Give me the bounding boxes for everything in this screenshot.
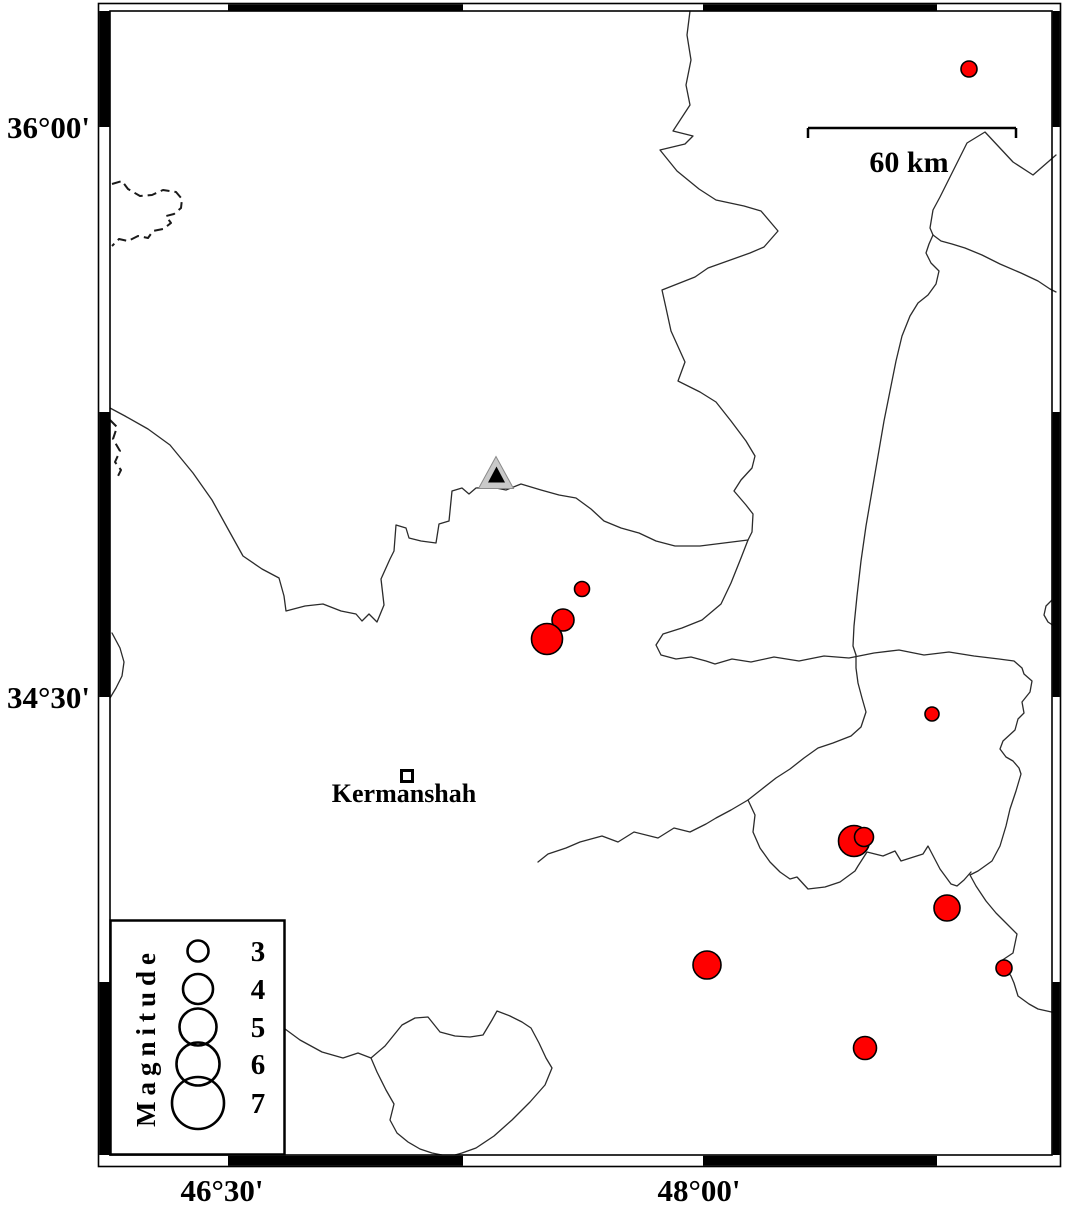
dashed-border-layer [109, 180, 183, 481]
earthquake-epicenter [995, 959, 1013, 977]
city-label: Kermanshah [332, 779, 477, 808]
frame-black-segment [1052, 412, 1060, 697]
scale-bar-label: 60 km [869, 146, 948, 179]
admin-boundary-line [747, 799, 972, 890]
dashed-border-line [111, 180, 183, 247]
dashed-border-line [109, 419, 122, 481]
admin-boundary-line [109, 632, 125, 699]
admin-boundary-line [1043, 599, 1055, 627]
admin-boundary-line [932, 234, 1057, 293]
frame-black-segment [703, 4, 937, 11]
epicenters-layer [530, 60, 1013, 1061]
scale-bar-line [806, 126, 1018, 138]
frame-fancy-segments [99, 4, 1060, 1166]
legend-value-4: 4 [251, 974, 266, 1006]
axis-label-lon-46-30: 46°30' [180, 1173, 263, 1205]
frame-black-segment [99, 982, 110, 1155]
legend-magnitude-circle [186, 939, 210, 963]
earthquake-epicenter [573, 580, 591, 598]
axis-label-lon-48-00: 48°00' [657, 1173, 740, 1205]
admin-boundaries-layer [109, 10, 1057, 1156]
earthquake-epicenter [551, 608, 575, 632]
admin-boundary-line [370, 1010, 553, 1156]
frame-black-segment [99, 11, 110, 127]
legend-value-3: 3 [251, 936, 266, 968]
magnitude-legend: Magnitude 3 4 5 6 7 [109, 919, 286, 1156]
frame-black-segment [99, 412, 110, 697]
admin-boundary-line [852, 234, 940, 656]
legend-value-5: 5 [251, 1012, 266, 1044]
axis-label-lat-36-00: 36°00' [7, 110, 90, 145]
legend-value-6: 6 [251, 1049, 266, 1081]
frame-black-segment [1052, 982, 1060, 1155]
legend-title: Magnitude [131, 947, 161, 1127]
frame-black-segment [1052, 11, 1060, 127]
legend-magnitude-circle [181, 972, 215, 1006]
admin-boundary-line [659, 10, 779, 541]
legend-circles [170, 939, 226, 1131]
frame-inner-rect [109, 10, 1053, 1156]
map-frame [97, 2, 1062, 1168]
triangle-marker [477, 455, 515, 489]
admin-boundary-line [537, 654, 867, 863]
admin-boundary-line [929, 131, 1057, 236]
admin-boundary-line [109, 407, 749, 623]
earthquake-epicenter [692, 950, 722, 980]
frame-black-segment [228, 1155, 463, 1166]
earthquake-epicenter [853, 826, 875, 848]
frame-black-segment [228, 4, 463, 11]
earthquake-epicenter [530, 622, 564, 656]
legend-magnitude-circle [170, 1075, 226, 1131]
legend-magnitude-circle [175, 1041, 221, 1087]
earthquake-epicenter [924, 706, 940, 722]
earthquake-epicenter [960, 60, 978, 78]
city-marker-kermanshah: Kermanshah [332, 769, 477, 808]
legend-value-7: 7 [251, 1088, 266, 1120]
earthquake-epicenter [852, 1035, 878, 1061]
legend-box [109, 919, 286, 1156]
earthquake-epicenter [933, 894, 961, 922]
axis-annotations: 36°00' 34°30' 46°30' 48°00' [7, 110, 741, 1205]
city-square-icon [400, 769, 414, 783]
frame-black-segment [703, 1155, 937, 1166]
admin-boundary-line [655, 539, 1057, 1014]
frame-outer-rect [97, 2, 1062, 1168]
triangle-inner-icon [488, 466, 505, 483]
scale-bar: 60 km [806, 126, 1018, 179]
legend-magnitude-circle [178, 1007, 218, 1047]
axis-label-lat-34-30: 34°30' [7, 680, 90, 715]
